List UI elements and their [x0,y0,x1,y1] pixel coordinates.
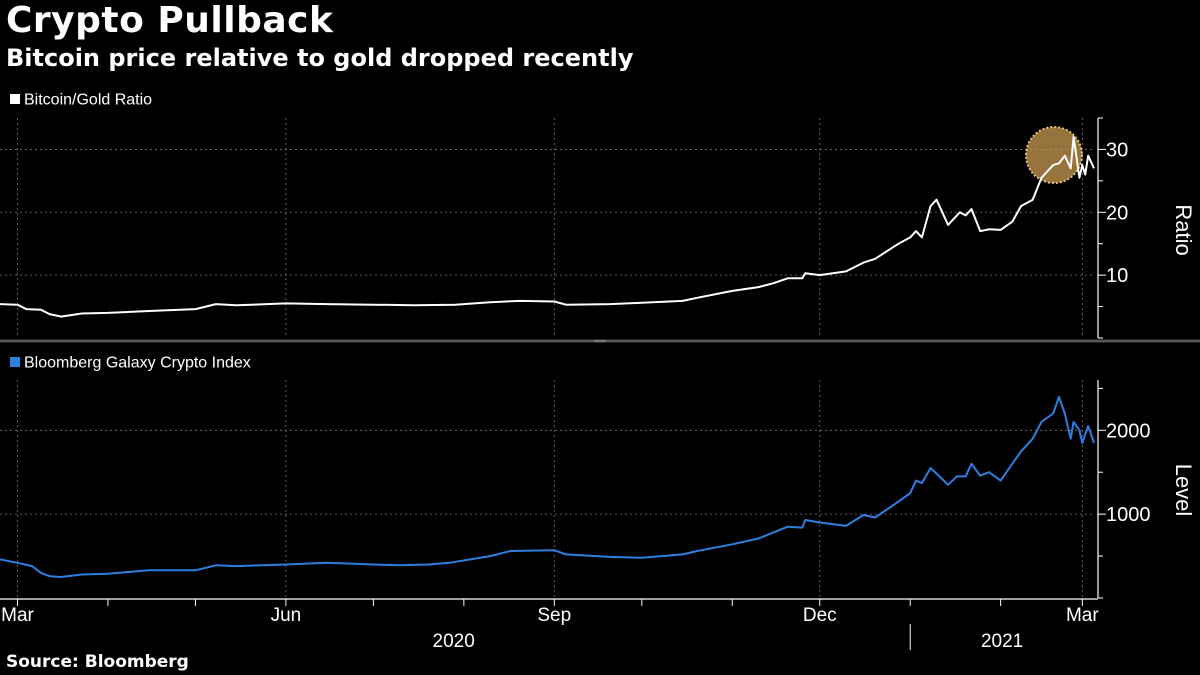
ratio-series-line [0,135,1095,318]
ratio-legend-label: Bitcoin/Gold Ratio [24,92,152,109]
ratio-panel: 10 20 30 Ratio Bitcoin/Gold Ratio [0,92,1196,339]
index-y-label: Level [1171,464,1196,517]
source-note: Source: Bloomberg [6,652,189,672]
x-tick-label: Dec [803,605,837,626]
x-tick-label: Mar [1066,605,1099,626]
index-legend-label: Bloomberg Galaxy Crypto Index [24,355,251,372]
x-axis: Mar Jun Sep Dec Mar 2020 2021 [0,598,1099,652]
highlight-circle [1025,126,1083,184]
ratio-legend-swatch [10,94,20,104]
x-tick-label: Mar [1,605,34,626]
index-panel: 1000 2000 Level Bloomberg Galaxy Crypto I… [0,355,1196,599]
ratio-y-tick-label: 20 [1106,202,1128,224]
index-legend-swatch [10,357,20,367]
chart-subtitle: Bitcoin price relative to gold dropped r… [6,44,634,72]
index-y-tick-label: 1000 [1106,504,1151,526]
x-tick-label: Sep [537,605,571,626]
chart-title: Crypto Pullback [6,0,334,41]
year-label: 2021 [981,631,1023,652]
index-series-line [0,395,1095,578]
index-y-tick-label: 2000 [1106,420,1151,442]
ratio-y-label: Ratio [1171,204,1196,255]
ratio-y-tick-label: 10 [1106,265,1128,287]
x-tick-label: Jun [271,605,302,626]
year-label: 2020 [433,631,475,652]
ratio-y-tick-label: 30 [1106,139,1128,161]
